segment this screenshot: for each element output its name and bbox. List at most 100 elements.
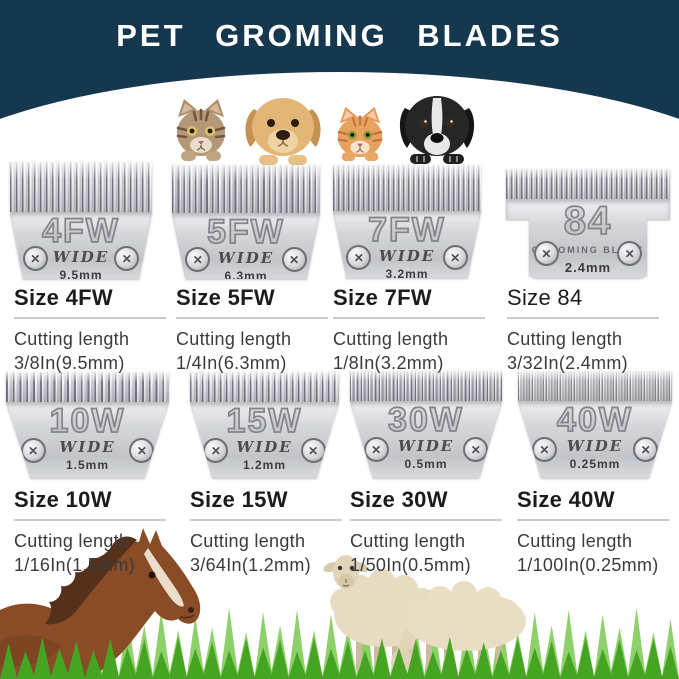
page-title: PET GROMING BLADES	[116, 18, 563, 53]
size-title: Size 10W	[14, 487, 112, 512]
screw-icon: ✕	[533, 241, 559, 266]
blade-number-engraving: 30W	[387, 401, 464, 439]
divider	[14, 317, 166, 320]
blade-body: 30W WIDE 0.5mm ✕ ✕	[350, 401, 502, 478]
screw-icon: ✕	[531, 437, 557, 462]
blade-info-4fw: Size 4FW Cutting length 3/8In(9.5mm)	[14, 285, 166, 376]
golden-retriever-image	[240, 93, 326, 165]
cutting-length-label: Cutting length	[350, 531, 466, 552]
screw-icon: ✕	[185, 247, 211, 272]
screw-icon: ✕	[442, 245, 468, 270]
screw-icon: ✕	[300, 438, 326, 463]
blade-info-7fw: Size 7FW Cutting length 1/8In(3.2mm)	[333, 285, 485, 376]
size-title: Size 4FW	[14, 285, 113, 310]
screw-icon: ✕	[363, 437, 389, 462]
blade-number-engraving: 10W	[49, 402, 126, 440]
blade-teeth	[6, 372, 169, 402]
size-title: Size 30W	[350, 487, 448, 512]
blade-info-30w: Size 30W Cutting length 1/50In(0.5mm)	[350, 487, 502, 578]
screw-icon: ✕	[617, 241, 643, 266]
blade-teeth	[333, 165, 481, 211]
header-banner	[0, 0, 679, 130]
divider	[507, 317, 659, 320]
blade-teeth	[10, 162, 152, 212]
cutting-length-label: Cutting length	[14, 531, 130, 552]
blade-wide-engraving: WIDE	[236, 438, 293, 456]
blade-info-10w: Size 10W Cutting length 1/16In(1.5mm)	[14, 487, 166, 578]
size-title: Size 15W	[190, 487, 288, 512]
blade-7fw: 7FW WIDE 3.2mm ✕ ✕	[333, 165, 481, 278]
black-white-dog-image	[393, 90, 481, 164]
cutting-length-label: Cutting length	[14, 329, 130, 350]
divider	[333, 317, 485, 320]
cutting-length-label: Cutting length	[176, 329, 292, 350]
cutting-length-value: 3/64In(1.2mm)	[190, 554, 311, 575]
blade-30w: 30W WIDE 0.5mm ✕ ✕	[350, 371, 502, 478]
blade-teeth	[190, 372, 339, 402]
blade-15w: 15W WIDE 1.2mm ✕ ✕	[190, 372, 339, 478]
blade-teeth	[518, 371, 672, 401]
orange-cat-image	[332, 105, 388, 161]
blade-body: 10W WIDE 1.5mm ✕ ✕	[6, 402, 169, 478]
blade-wide-engraving: WIDE	[52, 248, 110, 266]
screw-icon: ✕	[20, 438, 46, 463]
cutting-length-label: Cutting length	[517, 531, 633, 552]
blade-info-5fw: Size 5FW Cutting length 1/4In(6.3mm)	[176, 285, 328, 376]
sheep-grazing-image	[374, 581, 532, 677]
screw-icon: ✕	[203, 438, 229, 463]
blade-4fw: 4FW WIDE 9.5mm ✕ ✕	[10, 162, 152, 279]
blade-40w: 40W WIDE 0.25mm ✕ ✕	[518, 371, 672, 478]
blade-number-engraving: 84	[563, 199, 613, 243]
bottom-scene	[0, 500, 679, 679]
screw-icon: ✕	[633, 437, 659, 462]
size-title: Size 84	[507, 285, 583, 310]
blade-wide-engraving: WIDE	[378, 247, 436, 265]
blade-mm-engraving: 1.2mm	[242, 458, 287, 472]
divider	[350, 519, 502, 522]
blade-body: 84 GROOMING BLADE 2.4mm ✕ ✕	[506, 199, 670, 278]
size-title: Size 5FW	[176, 285, 275, 310]
blade-body: 15W WIDE 1.2mm ✕ ✕	[190, 402, 339, 478]
divider	[176, 317, 328, 320]
blade-mm-engraving: 0.5mm	[404, 457, 448, 471]
screw-icon: ✕	[114, 246, 140, 271]
screw-icon: ✕	[463, 437, 489, 462]
cutting-length-value: 3/32In(2.4mm)	[507, 352, 628, 373]
blade-number-engraving: 5FW	[206, 213, 285, 251]
blade-body: 7FW WIDE 3.2mm ✕ ✕	[333, 211, 481, 278]
size-title: Size 7FW	[333, 285, 432, 310]
blade-5fw: 5FW WIDE 6.3mm ✕ ✕	[172, 165, 320, 279]
screw-icon: ✕	[346, 245, 372, 270]
screw-icon: ✕	[281, 247, 307, 272]
blade-number-engraving: 40W	[556, 401, 633, 439]
blade-number-engraving: 15W	[226, 402, 303, 440]
grooming-blade-engraving: GROOMING BLADE	[531, 245, 645, 255]
blade-mm-engraving: 1.5mm	[65, 458, 110, 472]
blade-teeth	[350, 371, 502, 401]
screw-icon: ✕	[129, 438, 155, 463]
grass-front-image	[0, 633, 679, 679]
blade-wide-engraving: WIDE	[566, 437, 624, 455]
blade-mm-engraving: 6.3mm	[224, 269, 268, 283]
size-title: Size 40W	[517, 487, 615, 512]
blade-teeth	[506, 169, 670, 199]
blade-10w: 10W WIDE 1.5mm ✕ ✕	[6, 372, 169, 478]
cutting-length-value: 1/4In(6.3mm)	[176, 352, 287, 373]
cutting-length-label: Cutting length	[190, 531, 306, 552]
divider	[14, 519, 166, 522]
blade-body: 4FW WIDE 9.5mm ✕ ✕	[10, 212, 152, 279]
blade-info-15w: Size 15W Cutting length 3/64In(1.2mm)	[190, 487, 342, 578]
divider	[517, 519, 669, 522]
blade-number-engraving: 7FW	[367, 211, 446, 249]
horse-image	[0, 500, 212, 679]
cutting-length-value: 3/8In(9.5mm)	[14, 352, 125, 373]
blade-mm-engraving: 3.2mm	[385, 267, 429, 281]
blade-info-84: Size 84 Cutting length 3/32In(2.4mm)	[507, 285, 659, 376]
cutting-length-value: 1/50In(0.5mm)	[350, 554, 471, 575]
cutting-length-label: Cutting length	[333, 329, 449, 350]
blade-wide-engraving: WIDE	[397, 437, 455, 455]
blade-mm-engraving: 9.5mm	[59, 268, 103, 282]
screw-icon: ✕	[22, 246, 48, 271]
cutting-length-value: 1/16In(1.5mm)	[14, 554, 135, 575]
